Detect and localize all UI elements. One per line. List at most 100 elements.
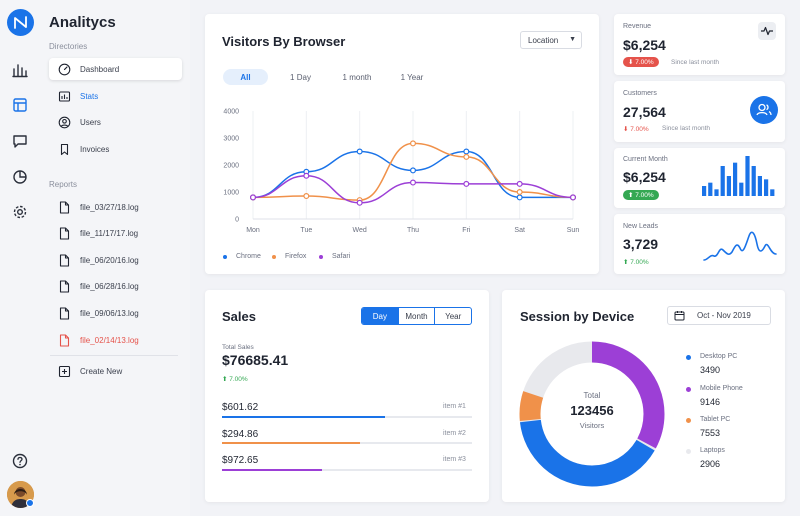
users-icon[interactable] bbox=[750, 96, 778, 124]
legend-dot bbox=[686, 418, 691, 423]
range-tab-1-day[interactable]: 1 Day bbox=[290, 72, 311, 82]
data-point bbox=[410, 179, 417, 186]
sidebar-item-label: Stats bbox=[80, 91, 99, 101]
revenue-change: 7.00% bbox=[635, 58, 654, 66]
new-leads-label: New Leads bbox=[623, 223, 659, 230]
customers-change-value: 7.00% bbox=[630, 126, 649, 133]
range-tab-all[interactable]: All bbox=[223, 69, 268, 85]
report-file-item[interactable]: file_11/17/17.log bbox=[49, 222, 182, 244]
device-value: 2906 bbox=[700, 459, 721, 469]
legend-label: Safari bbox=[332, 253, 351, 260]
directories-title: Directories bbox=[49, 42, 88, 51]
create-new-button[interactable]: Create New bbox=[49, 360, 182, 382]
new-leads-card: New Leads 3,729 ⬆ 7.00% bbox=[614, 214, 785, 274]
data-point bbox=[463, 180, 470, 187]
donut-slice-mobile-phone bbox=[519, 341, 665, 487]
range-tab-1-month[interactable]: 1 month bbox=[342, 72, 372, 82]
report-file-item[interactable]: file_09/06/13.log bbox=[49, 302, 182, 324]
device-name: Desktop PC bbox=[700, 353, 738, 360]
sales-item-progress bbox=[222, 469, 322, 471]
new-leads-value: 3,729 bbox=[623, 236, 659, 252]
legend-label: Firefox bbox=[285, 253, 307, 260]
report-file-item-selected[interactable]: file_02/14/13.log bbox=[49, 329, 182, 351]
donut-center-value: 123456 bbox=[570, 403, 614, 418]
help-icon[interactable] bbox=[11, 452, 29, 470]
file-icon bbox=[59, 253, 70, 267]
report-file-item[interactable]: file_06/20/16.log bbox=[49, 249, 182, 271]
total-sales-label: Total Sales bbox=[222, 344, 254, 351]
device-value: 9146 bbox=[700, 397, 721, 407]
report-file-label: file_09/06/13.log bbox=[80, 308, 139, 318]
total-sales-value: $76685.41 bbox=[222, 352, 289, 368]
message-icon[interactable] bbox=[11, 132, 29, 150]
sales-card: Sales Day Month Year Total Sales $76685.… bbox=[205, 290, 489, 502]
x-tick-label: Tue bbox=[300, 227, 312, 234]
sales-tab-year[interactable]: Year bbox=[434, 308, 471, 324]
new-leads-change: ⬆ 7.00% bbox=[623, 258, 649, 266]
arrow-up-icon: ⬆ bbox=[623, 259, 631, 266]
location-select-value: Location bbox=[528, 35, 559, 45]
sales-tab-day[interactable]: Day bbox=[362, 308, 398, 324]
location-select[interactable]: Location ▼ bbox=[520, 31, 582, 49]
report-file-label: file_02/14/13.log bbox=[80, 335, 139, 345]
date-range-picker[interactable]: Oct - Nov 2019 bbox=[667, 306, 771, 325]
icon-rail bbox=[0, 0, 40, 516]
data-point bbox=[463, 153, 470, 160]
data-point bbox=[356, 199, 363, 206]
device-value: 3490 bbox=[700, 365, 721, 375]
visitors-title: Visitors By Browser bbox=[222, 34, 346, 49]
date-range-value: Oct - Nov 2019 bbox=[697, 311, 751, 320]
current-month-value: $6,254 bbox=[623, 169, 666, 185]
sales-item-track bbox=[222, 469, 472, 471]
range-tab-1-year[interactable]: 1 Year bbox=[400, 72, 424, 82]
data-point bbox=[356, 148, 363, 155]
stats-chart-icon bbox=[58, 90, 71, 102]
layout-icon[interactable] bbox=[11, 96, 29, 114]
new-leads-change-value: 7.00% bbox=[630, 259, 649, 266]
report-file-item[interactable]: file_06/28/16.log bbox=[49, 275, 182, 297]
gear-icon[interactable] bbox=[11, 203, 29, 221]
create-new-label: Create New bbox=[80, 366, 123, 376]
device-legend-mobile: Mobile Phone 9146 bbox=[686, 385, 743, 407]
sidebar-item-dashboard[interactable]: Dashboard bbox=[49, 58, 182, 80]
x-tick-label: Sun bbox=[567, 227, 580, 234]
sidebar-item-stats[interactable]: Stats bbox=[49, 85, 182, 107]
donut-center: Total 123456 Visitors bbox=[562, 391, 622, 430]
file-icon bbox=[59, 226, 70, 240]
sidebar-item-invoices[interactable]: Invoices bbox=[49, 138, 182, 160]
data-point bbox=[516, 188, 523, 195]
bookmark-icon bbox=[60, 143, 69, 155]
sales-item-amount: $601.62 bbox=[222, 402, 259, 413]
sales-item-track bbox=[222, 416, 472, 418]
sales-item-amount: $294.86 bbox=[222, 429, 259, 440]
device-name: Mobile Phone bbox=[700, 385, 743, 392]
data-point bbox=[516, 180, 523, 187]
bar-chart-icon[interactable] bbox=[11, 61, 29, 79]
pie-chart-icon[interactable] bbox=[11, 168, 29, 186]
report-file-label: file_03/27/18.log bbox=[80, 202, 139, 212]
app-logo-icon[interactable] bbox=[7, 9, 34, 36]
month-bar bbox=[708, 182, 713, 196]
month-bar bbox=[764, 179, 769, 196]
activity-icon[interactable] bbox=[758, 22, 776, 40]
x-tick-label: Thu bbox=[407, 227, 419, 234]
current-month-change-badge: ⬆ 7.00% bbox=[623, 190, 659, 200]
sidebar-item-users[interactable]: Users bbox=[49, 111, 182, 133]
device-legend-laptops: Laptops 2906 bbox=[686, 447, 725, 469]
legend-item-safari: Safari bbox=[319, 253, 350, 260]
arrow-down-icon: ⬇ bbox=[628, 59, 636, 66]
sales-item-track bbox=[222, 442, 472, 444]
device-legend-tablet: Tablet PC 7553 bbox=[686, 416, 730, 438]
legend-dot bbox=[319, 254, 323, 259]
report-file-item[interactable]: file_03/27/18.log bbox=[49, 196, 182, 218]
device-donut-chart bbox=[519, 341, 665, 487]
legend-item-firefox: Firefox bbox=[272, 253, 306, 260]
y-tick-label: 3000 bbox=[223, 136, 239, 143]
y-tick-label: 4000 bbox=[223, 109, 239, 116]
data-point bbox=[410, 140, 417, 147]
current-month-label: Current Month bbox=[623, 156, 668, 163]
revenue-note: Since last month bbox=[671, 59, 720, 66]
visitors-line-chart: Mon Tue Wed Thu Fri Sat Sun 0 1000 2000 3000 4000 bbox=[223, 109, 580, 235]
data-point bbox=[410, 167, 417, 174]
sales-tab-month[interactable]: Month bbox=[397, 308, 435, 324]
